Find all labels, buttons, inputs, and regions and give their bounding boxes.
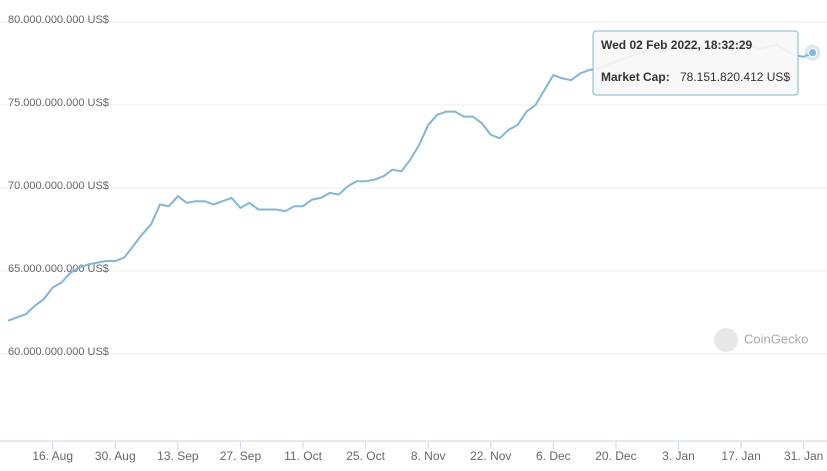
x-tick-label: 22. Nov [470,449,511,463]
y-tick-label: 75.000.000.000 US$ [8,97,109,109]
tooltip-box [592,30,799,96]
x-tick-label: 13. Sep [157,449,199,463]
x-tick-label: 11. Oct [284,449,322,463]
x-tick-label: 8. Nov [411,449,446,463]
tooltip-label: Market Cap: [601,70,670,84]
y-tick-label: 60.000.000.000 US$ [8,346,109,358]
y-tick-label: 80.000.000.000 US$ [8,14,109,26]
x-tick-label: 27. Sep [220,449,262,463]
watermark: CoinGecko [714,328,808,352]
x-tick-label: 17. Jan [721,449,760,463]
x-tick-label: 20. Dec [595,449,636,463]
x-tick-label: 30. Aug [95,449,136,463]
watermark-text: CoinGecko [744,331,808,346]
x-tick-label: 3. Jan [662,449,695,463]
x-tick-label: 16. Aug [32,449,73,463]
x-tick-label: 31. Jan [784,449,823,463]
x-tick-label: 6. Dec [536,449,571,463]
watermark-logo [714,328,738,352]
y-tick-label: 65.000.000.000 US$ [8,263,109,275]
tooltip-value: 78.151.820.412 US$ [680,70,790,84]
hover-point [808,48,818,58]
y-tick-label: 70.000.000.000 US$ [8,180,109,192]
x-tick-label: 25. Oct [346,449,385,463]
tooltip: Wed 02 Feb 2022, 18:32:29 Market Cap: 78.1… [592,30,799,96]
tooltip-date: Wed 02 Feb 2022, 18:32:29 [601,38,753,52]
